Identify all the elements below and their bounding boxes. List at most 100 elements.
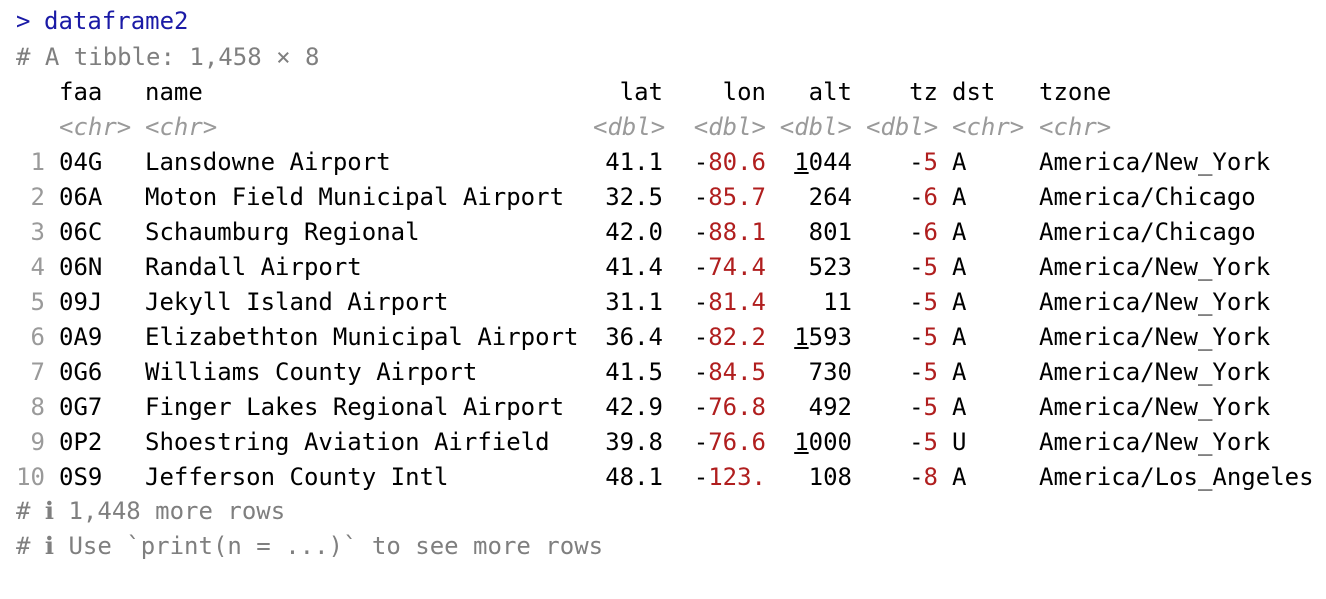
cell-name: Williams County Airport <box>145 358 478 386</box>
cell-alt: 492 <box>778 390 852 425</box>
cell-lon: -80.6 <box>664 145 766 180</box>
cell-name: Lansdowne Airport <box>145 148 391 176</box>
cell-alt-thousands: 1 <box>794 148 809 176</box>
cell-lon: -76.8 <box>664 390 766 425</box>
cell-tzone: America/New_York <box>1039 428 1271 456</box>
cell-dst: A <box>952 393 967 421</box>
cell-tz: -5 <box>866 145 938 180</box>
tibble-info: # A tibble: 1,458 × 8 <box>0 40 319 75</box>
cell-lat: 36.4 <box>605 323 663 351</box>
cell-lon: -74.4 <box>664 250 766 285</box>
footer-more-rows-text: # ℹ 1,448 more rows <box>16 497 286 525</box>
cell-faa: 0G6 <box>59 358 103 386</box>
cell-tz-value: 6 <box>923 218 938 246</box>
cell-name: Jekyll Island Airport <box>145 288 449 316</box>
cell-alt-rest: 492 <box>808 393 852 421</box>
console-command-line: > dataframe2 <box>0 4 189 39</box>
row-number: 3 <box>30 218 45 246</box>
cell-tz: -5 <box>866 425 938 460</box>
footer-hint-text: # ℹ Use `print(n = ...)` to see more row… <box>16 532 604 560</box>
cell-alt-rest: 523 <box>808 253 852 281</box>
cell-dst: A <box>952 148 967 176</box>
cell-alt-thousands: 1 <box>794 323 809 351</box>
row-number: 1 <box>30 148 45 176</box>
cell-dst: A <box>952 463 967 491</box>
cell-tzone: America/New_York <box>1039 288 1271 316</box>
col-header-name: name <box>145 78 203 106</box>
cell-alt: 730 <box>778 355 852 390</box>
row-number: 5 <box>30 288 45 316</box>
cell-faa: 0P2 <box>59 428 103 456</box>
footer-more-rows: # ℹ 1,448 more rows <box>0 494 285 529</box>
cell-alt: 523 <box>778 250 852 285</box>
cell-lon-value: 80.6 <box>708 148 766 176</box>
cell-tz-value: 5 <box>923 428 938 456</box>
cell-lat: 41.1 <box>605 148 663 176</box>
cell-faa: 06A <box>59 183 103 211</box>
cell-lon-value: 76.6 <box>708 428 766 456</box>
row-number: 8 <box>30 393 45 421</box>
cell-alt-rest: 108 <box>808 463 852 491</box>
cell-tzone: America/New_York <box>1039 358 1271 386</box>
cell-lon-sign: - <box>693 393 709 421</box>
cell-lat: 41.4 <box>605 253 663 281</box>
cell-lon-value: 82.2 <box>708 323 766 351</box>
col-header-tz: tz <box>909 78 938 106</box>
cell-tz: -5 <box>866 355 938 390</box>
cell-lon: -76.6 <box>664 425 766 460</box>
cell-tz-value: 5 <box>923 148 938 176</box>
cell-alt-rest: 044 <box>808 148 852 176</box>
cell-tzone: America/New_York <box>1039 393 1271 421</box>
cell-faa: 0G7 <box>59 393 103 421</box>
cell-tz-value: 5 <box>923 323 938 351</box>
cell-tzone: America/New_York <box>1039 148 1271 176</box>
cell-tz: -5 <box>866 285 938 320</box>
cell-lat: 31.1 <box>605 288 663 316</box>
cell-name: Jefferson County Intl <box>145 463 449 491</box>
cell-tz-sign: - <box>909 148 924 176</box>
row-number: 10 <box>16 463 45 491</box>
cell-faa: 0S9 <box>59 463 103 491</box>
cell-faa: 0A9 <box>59 323 103 351</box>
cell-lon: -123. <box>664 460 766 495</box>
cell-lon-sign: - <box>693 253 709 281</box>
cell-lon: -82.2 <box>664 320 766 355</box>
cell-lon-sign: - <box>693 288 709 316</box>
cell-name: Moton Field Municipal Airport <box>145 183 565 211</box>
cell-tz: -6 <box>866 180 938 215</box>
cell-dst: A <box>952 323 967 351</box>
row-number: 6 <box>30 323 45 351</box>
cell-alt-thousands: 1 <box>794 428 809 456</box>
cell-tz-sign: - <box>909 183 924 211</box>
cell-alt: 1593 <box>778 320 852 355</box>
cell-tz-value: 5 <box>923 393 938 421</box>
cell-tz-sign: - <box>909 393 924 421</box>
cell-lat: 42.0 <box>605 218 663 246</box>
row-number: 2 <box>30 183 45 211</box>
cell-lat: 32.5 <box>605 183 663 211</box>
cell-alt: 11 <box>778 285 852 320</box>
cell-tz-sign: - <box>909 218 924 246</box>
cell-lon: -81.4 <box>664 285 766 320</box>
cell-faa: 09J <box>59 288 103 316</box>
cell-tzone: America/Chicago <box>1039 183 1256 211</box>
col-type-alt: <dbl> <box>779 113 852 141</box>
cell-alt: 264 <box>778 180 852 215</box>
col-header-lon: lon <box>722 78 766 106</box>
cell-tz-sign: - <box>909 463 924 491</box>
cell-alt-rest: 801 <box>808 218 852 246</box>
cell-tzone: America/New_York <box>1039 253 1271 281</box>
cell-alt-rest: 264 <box>808 183 852 211</box>
cell-lat: 48.1 <box>605 463 663 491</box>
col-header-tzone: tzone <box>1039 78 1112 106</box>
row-number: 4 <box>30 253 45 281</box>
cell-lon-sign: - <box>693 463 709 491</box>
col-type-tz: <dbl> <box>866 113 939 141</box>
tibble-info-text: # A tibble: 1,458 × 8 <box>16 43 320 71</box>
col-type-faa: <chr> <box>59 113 132 141</box>
cell-tz: -5 <box>866 390 938 425</box>
cell-alt: 1044 <box>778 145 852 180</box>
cell-tz: -8 <box>866 460 938 495</box>
cell-faa: 04G <box>59 148 103 176</box>
cell-lon-value: 123. <box>708 463 766 491</box>
